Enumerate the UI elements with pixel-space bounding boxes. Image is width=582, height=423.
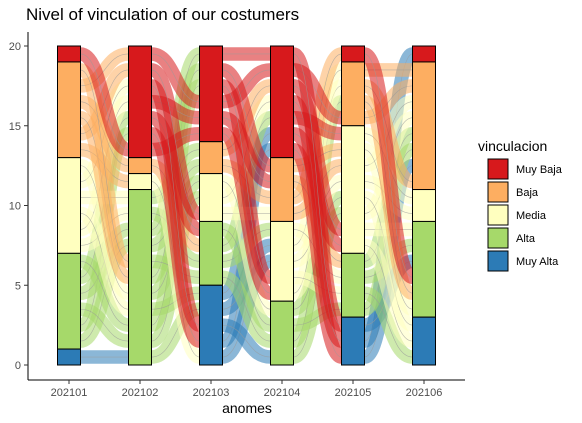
- stratum-202101-alta: [57, 252, 81, 350]
- x-tick-label-202101: 202101: [51, 387, 88, 399]
- stratum-202106-baja: [412, 61, 436, 191]
- x-tick-label-202105: 202105: [335, 387, 372, 399]
- y-tick-label-0: 0: [15, 360, 21, 372]
- stratum-202106-muy-alta: [412, 316, 436, 366]
- flow-outline-2-17: [222, 85, 271, 278]
- x-tick-label-202106: 202106: [406, 387, 443, 399]
- flow-outline-0-18: [80, 69, 129, 262]
- stratum-202102-media: [128, 173, 152, 191]
- legend-key-media: [487, 204, 509, 226]
- flow-outline-2-5: [222, 276, 271, 342]
- strata-layer: [57, 45, 436, 366]
- chart-title: Nivel of vinculation of our costumers: [26, 5, 299, 24]
- stratum-202104-baja: [270, 157, 294, 222]
- flow-outline-1-18: [151, 69, 200, 214]
- flow-outline-2-18: [222, 69, 271, 166]
- y-tick-label-20: 20: [9, 41, 21, 53]
- legend-key-alta: [487, 227, 509, 249]
- legend-label-alta: Alta: [516, 233, 536, 245]
- y-tick-label-15: 15: [9, 121, 21, 133]
- flow-outline-0-6: [80, 261, 129, 326]
- stratum-202106-media: [412, 189, 436, 222]
- stratum-202105-media: [341, 125, 365, 254]
- stratum-202102-muy-baja: [128, 45, 152, 159]
- stratum-202105-baja: [341, 61, 365, 127]
- x-tick-label-202102: 202102: [122, 387, 159, 399]
- stratum-202104-media: [270, 220, 294, 302]
- legend-label-muy-baja: Muy Baja: [516, 164, 563, 176]
- flow-outline-2-2: [222, 324, 271, 358]
- flow-outline-3-19: [293, 53, 342, 326]
- stratum-202102-alta: [128, 189, 152, 366]
- stratum-202104-alta: [270, 300, 294, 366]
- stratum-202106-alta: [412, 220, 436, 318]
- x-tick-label-202104: 202104: [264, 387, 301, 399]
- stratum-202103-baja: [199, 141, 223, 175]
- y-tick-label-5: 5: [15, 280, 21, 292]
- legend-key-muy-baja: [487, 158, 509, 180]
- stratum-202103-muy-baja: [199, 45, 223, 143]
- legend-key-baja: [487, 181, 509, 203]
- legend-label-muy-alta: Muy Alta: [516, 256, 559, 268]
- stratum-202105-alta: [341, 252, 365, 318]
- flow-outline-0-3: [80, 308, 129, 342]
- flow-outline-1-17: [151, 85, 200, 326]
- stratum-202106-muy-baja: [412, 45, 436, 63]
- stratum-202101-media: [57, 157, 81, 254]
- flow-layer: [77, 47, 417, 364]
- stratum-202103-alta: [199, 220, 223, 286]
- stratum-202105-muy-alta: [341, 316, 365, 366]
- stratum-202101-muy-baja: [57, 45, 81, 63]
- flow-outline-4-19: [364, 53, 413, 278]
- stratum-202103-media: [199, 173, 223, 222]
- stratum-202101-muy-alta: [57, 348, 81, 366]
- stratum-202101-baja: [57, 61, 81, 159]
- stratum-202103-muy-alta: [199, 284, 223, 366]
- axes: 0 5 10 15 20 202101 202102 202103 202104 202105 20…: [9, 32, 465, 399]
- legend-label-media: Media: [516, 210, 547, 222]
- legend-key-muy-alta: [487, 250, 509, 272]
- y-tick-label-10: 10: [9, 201, 21, 213]
- legend: vinculacion Muy Baja Baja Media Alta Muy Alt…: [478, 138, 563, 272]
- flow-outline-1-19: [151, 53, 200, 103]
- stratum-202104-muy-baja: [270, 45, 294, 159]
- flow-outline-4-4: [364, 292, 413, 358]
- legend-title: vinculacion: [478, 138, 547, 154]
- stratum-202102-baja: [128, 157, 152, 175]
- flow-outline-0-19: [80, 53, 129, 150]
- x-tick-label-202103: 202103: [193, 387, 230, 399]
- legend-label-baja: Baja: [516, 187, 539, 199]
- x-axis-label: anomes: [222, 400, 272, 416]
- stratum-202105-muy-baja: [341, 45, 365, 63]
